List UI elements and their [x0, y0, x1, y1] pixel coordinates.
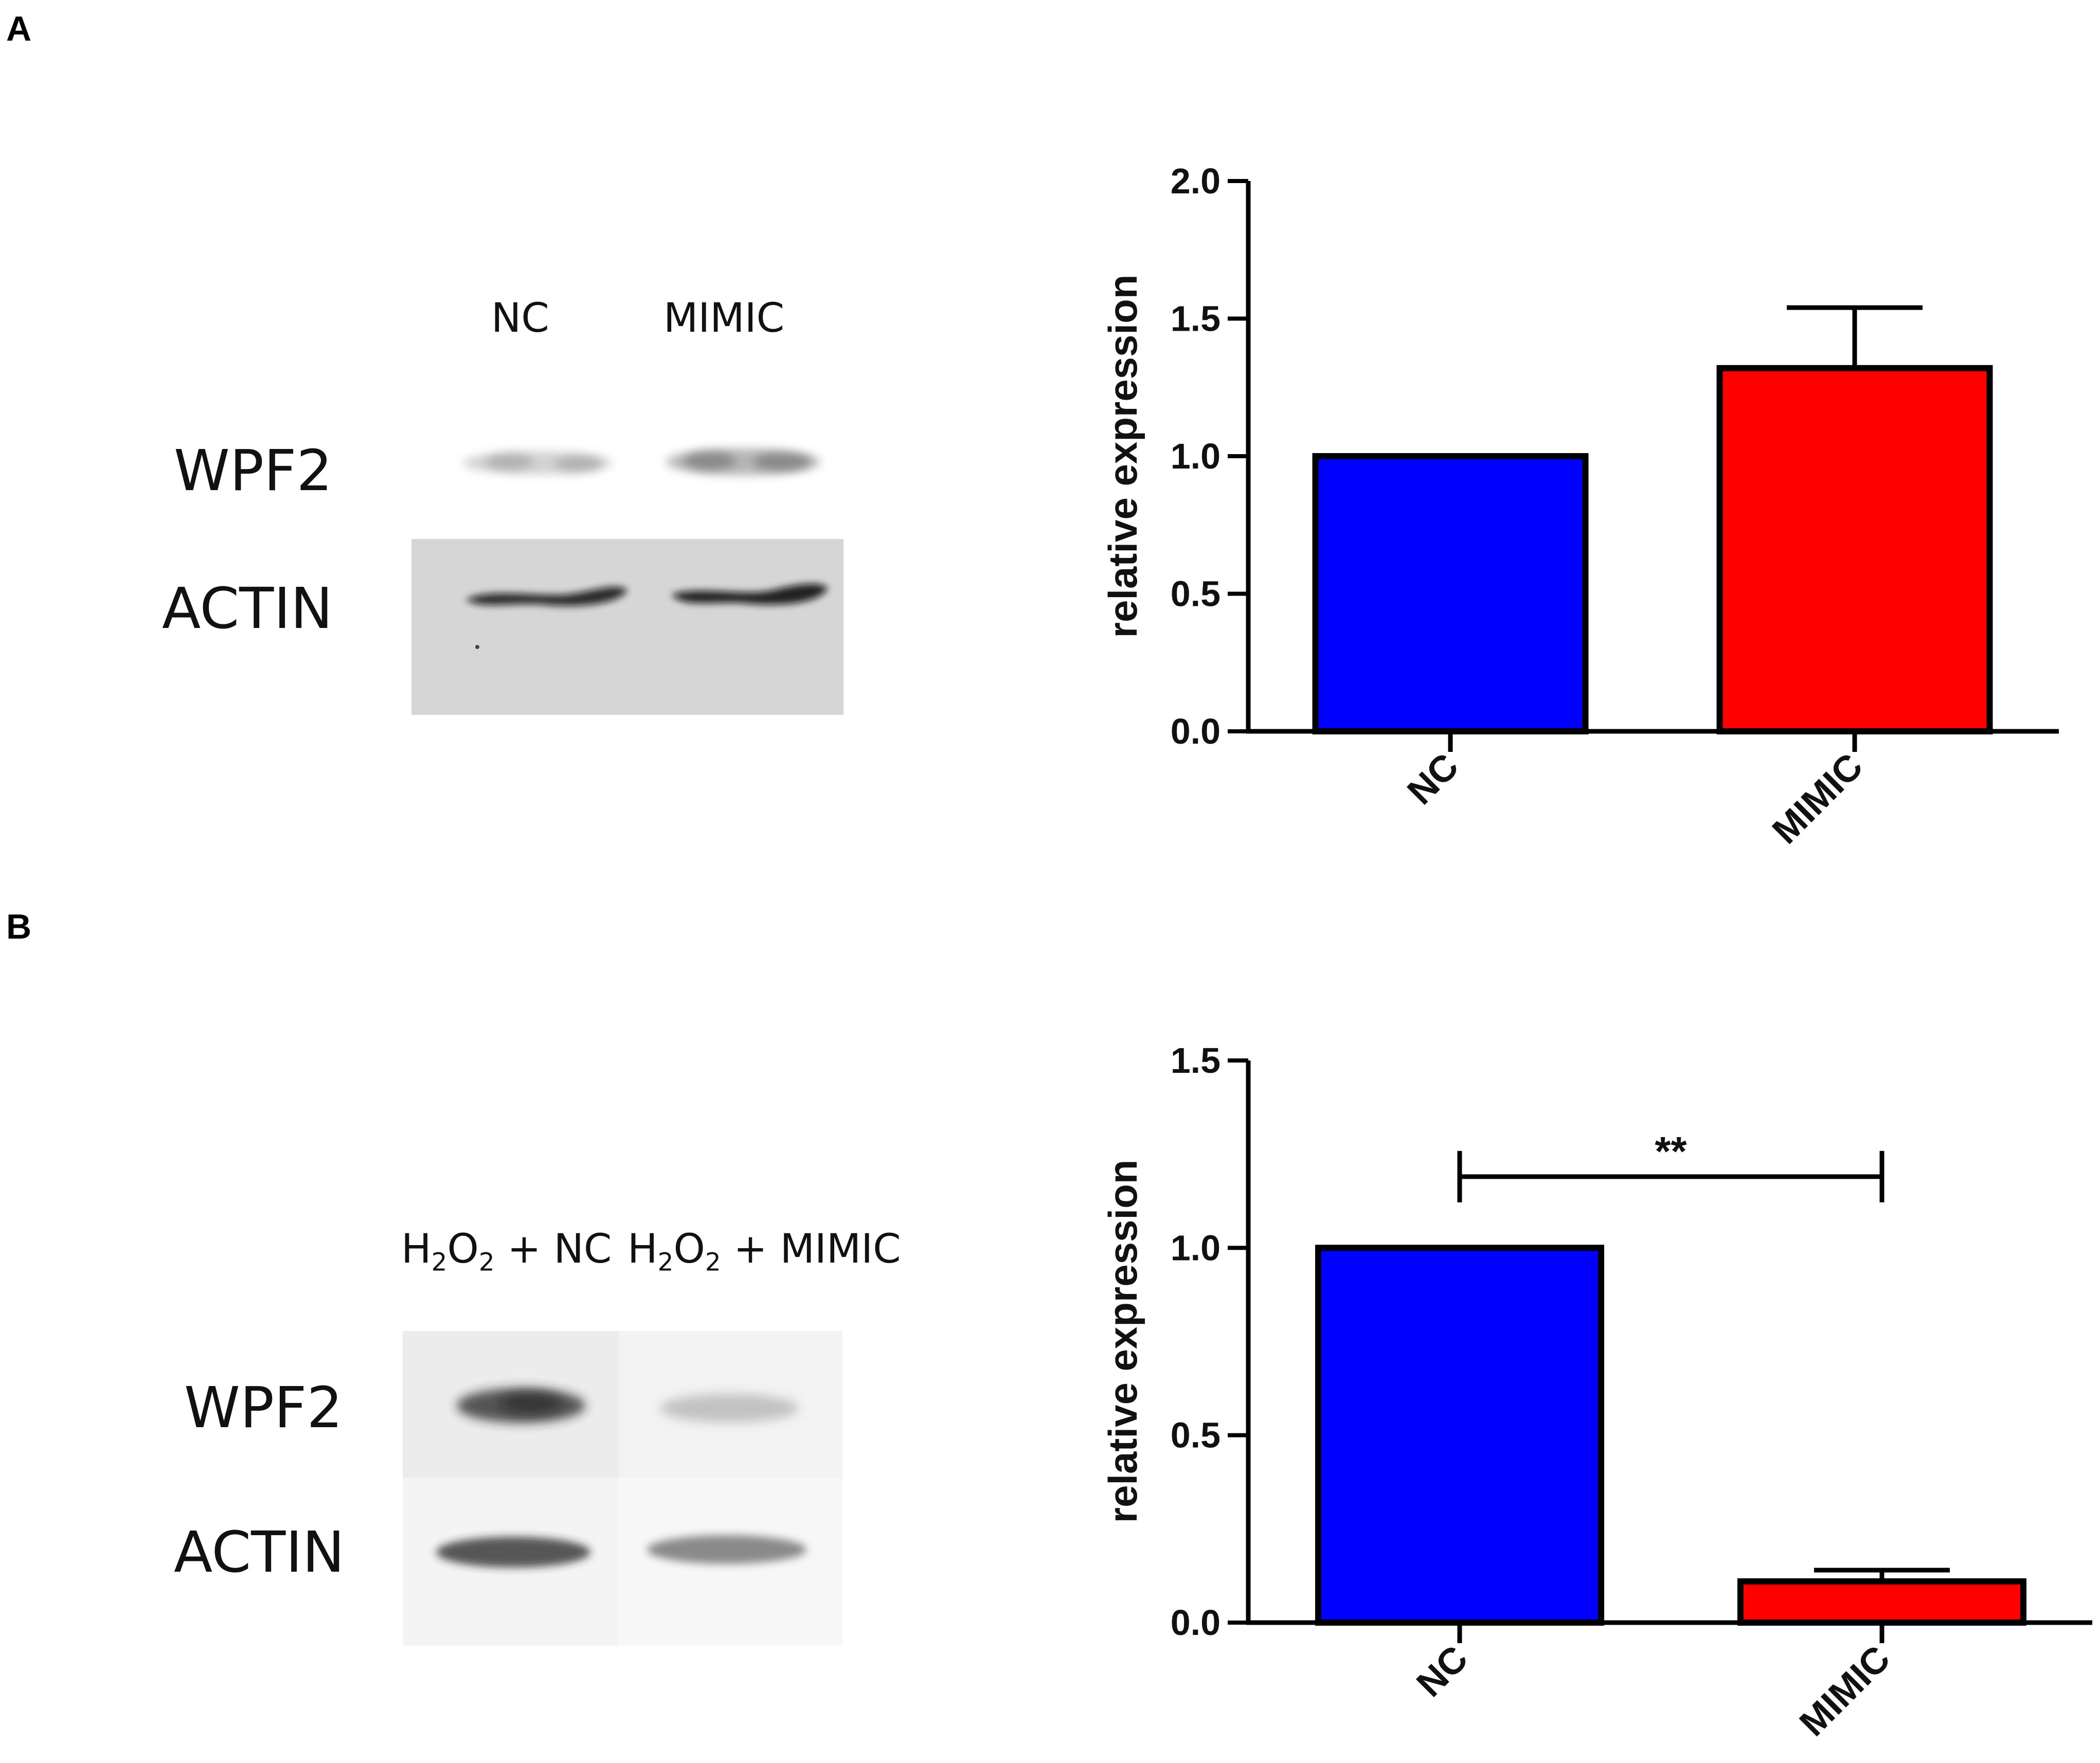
y-tick-label: 2.0: [1171, 161, 1220, 201]
blot-a-lane-nc-label: NC: [491, 295, 549, 341]
y-tick-label: 0.0: [1171, 1603, 1220, 1643]
y-tick-label: 1.5: [1171, 1040, 1220, 1081]
panel-a-letter: A: [6, 9, 32, 48]
lane-label-part: O: [673, 1226, 705, 1272]
lane-label-part: H: [627, 1226, 658, 1272]
blot-b-actin-label: ACTIN: [174, 1519, 345, 1585]
blot-a-actin-image: [411, 539, 843, 715]
blot-a-wpf2-label: WPF2: [174, 438, 333, 503]
lane-label-part: + MIMIC: [721, 1226, 901, 1272]
x-category-label: MIMIC: [1792, 1638, 1898, 1744]
lane-label-subscript: 2: [705, 1248, 721, 1277]
lane-label-part: + NC: [494, 1226, 612, 1272]
y-tick-label: 1.5: [1171, 299, 1220, 339]
y-axis-label: relative expression: [1100, 275, 1145, 638]
y-tick-label: 1.0: [1171, 1228, 1220, 1268]
blot-b-image: [403, 1331, 842, 1646]
y-axis-label: relative expression: [1100, 1160, 1145, 1523]
y-tick-label: 0.5: [1171, 1415, 1220, 1455]
lane-label-part: O: [447, 1226, 479, 1272]
bar-mimic: [1716, 365, 1993, 734]
x-category-label: MIMIC: [1765, 746, 1871, 852]
panel-b-letter: B: [6, 907, 32, 946]
blot-b-lane-mimic-label: H2O2 + MIMIC: [627, 1226, 901, 1275]
blot-b-wpf2-label: WPF2: [184, 1375, 343, 1441]
lane-label-subscript: 2: [431, 1248, 447, 1277]
blot-b-lane-nc-label: H2O2 + NC: [401, 1226, 612, 1275]
blot-a-lane-mimic-label: MIMIC: [663, 295, 785, 341]
y-tick-label: 1.0: [1171, 436, 1220, 476]
y-tick-label: 0.5: [1171, 574, 1220, 614]
blot-a-actin-label: ACTIN: [162, 575, 333, 641]
x-category-label: NC: [1399, 746, 1466, 813]
bar-nc: [1315, 1245, 1604, 1626]
blot-a-wpf2-image: [411, 355, 843, 525]
bar-nc: [1312, 453, 1589, 734]
lane-label-subscript: 2: [657, 1248, 674, 1277]
bar-mimic: [1737, 1578, 2026, 1626]
x-category-label: NC: [1409, 1638, 1476, 1705]
lane-label-part: H: [401, 1226, 432, 1272]
significance-label: **: [1655, 1128, 1687, 1174]
lane-label-subscript: 2: [478, 1248, 495, 1277]
y-tick-label: 0.0: [1171, 711, 1220, 751]
